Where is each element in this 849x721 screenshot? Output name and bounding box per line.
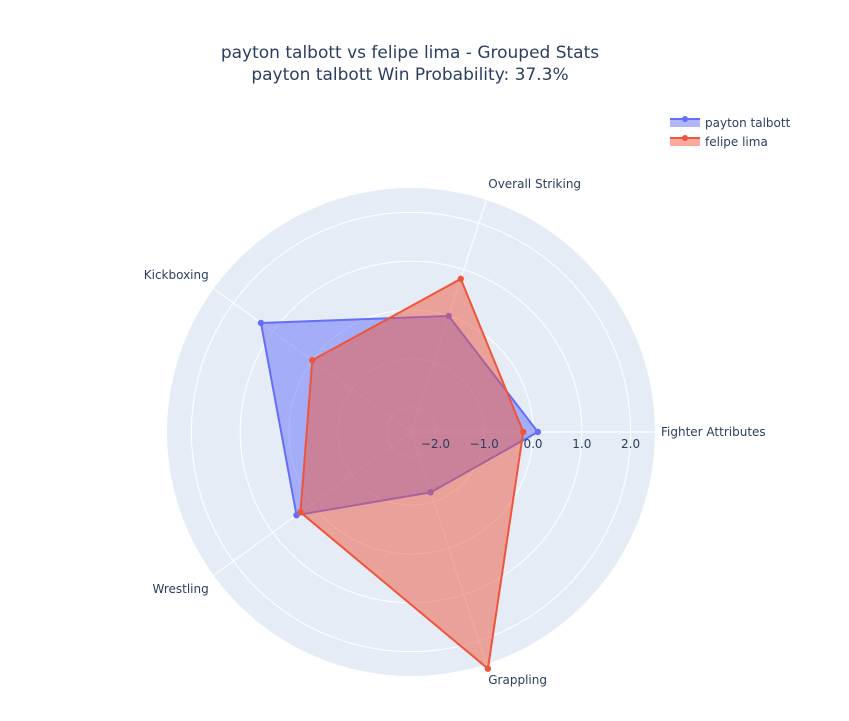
data-point-1-2[interactable]	[309, 357, 316, 364]
legend-label-1: felipe lima	[705, 135, 768, 149]
legend-swatch-0	[670, 119, 700, 127]
axis-label-4: Grappling	[488, 673, 547, 687]
radial-tick-label-4: 2.0	[621, 437, 640, 451]
legend-label-0: payton talbott	[705, 116, 791, 130]
data-point-1-4[interactable]	[484, 665, 492, 672]
legend-item-0[interactable]: payton talbott	[670, 116, 791, 130]
radial-tick-label-1: −1.0	[470, 437, 499, 451]
legend-swatch-1	[670, 138, 700, 146]
axis-label-2: Kickboxing	[144, 268, 209, 282]
data-point-1-0[interactable]	[520, 428, 527, 436]
legend: payton talbott felipe lima	[670, 116, 791, 149]
radial-tick-label-3: 1.0	[572, 437, 591, 451]
legend-marker-1	[682, 135, 688, 141]
series-area-1	[299, 277, 525, 670]
axis-label-1: Overall Striking	[488, 177, 581, 191]
data-point-1-3[interactable]	[297, 509, 304, 516]
legend-item-1[interactable]: felipe lima	[670, 135, 768, 149]
chart-title: payton talbott vs felipe lima - Grouped …	[221, 43, 599, 63]
axis-label-0: Fighter Attributes	[661, 425, 766, 439]
series-layer	[257, 275, 542, 672]
series-1	[297, 275, 527, 672]
data-point-0-2[interactable]	[257, 319, 265, 327]
axis-label-3: Wrestling	[153, 582, 209, 596]
radial-tick-label-0: −2.0	[421, 437, 450, 451]
legend-marker-0	[682, 116, 688, 122]
data-point-1-1[interactable]	[457, 275, 464, 283]
chart-titles: payton talbott vs felipe lima - Grouped …	[221, 43, 599, 85]
radial-ticks: −2.0 −1.0 0.0 1.0 2.0	[421, 437, 640, 451]
radial-tick-label-2: 0.0	[523, 437, 542, 451]
data-point-0-0[interactable]	[534, 428, 542, 436]
chart-subtitle: payton talbott Win Probability: 37.3%	[251, 65, 568, 85]
angular-axis-labels: Fighter Attributes Overall Striking Kickbo…	[144, 177, 766, 687]
